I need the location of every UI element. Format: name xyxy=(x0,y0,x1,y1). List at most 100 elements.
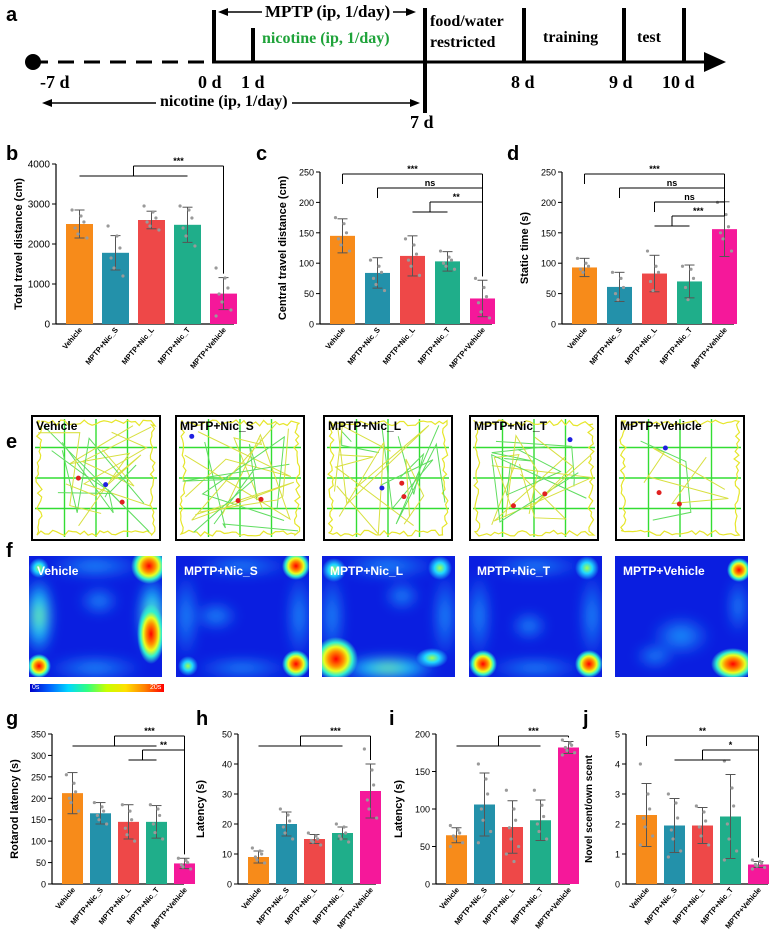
data-point xyxy=(347,249,352,253)
data-point xyxy=(112,266,116,270)
data-point xyxy=(92,800,96,805)
data-point xyxy=(573,751,577,755)
data-point xyxy=(722,858,726,862)
y-tick-label: 30 xyxy=(222,790,232,800)
data-point xyxy=(568,741,572,745)
data-point xyxy=(181,226,185,230)
bar xyxy=(90,813,111,884)
data-point xyxy=(448,844,452,849)
data-point xyxy=(283,831,287,835)
data-point xyxy=(189,867,193,871)
data-point xyxy=(679,849,683,853)
track-path xyxy=(82,431,151,507)
x-tick-label: MPTP+Vehicle xyxy=(188,326,228,371)
track-path-edge xyxy=(472,419,596,537)
heatmap-label-mptp-nic-l: MPTP+Nic_L xyxy=(330,564,404,578)
y-tick-label: 0 xyxy=(227,880,232,890)
data-point xyxy=(721,237,725,241)
data-point xyxy=(250,846,254,850)
track-path xyxy=(505,434,539,518)
y-tick-label: 100 xyxy=(415,805,430,815)
data-point xyxy=(730,786,734,790)
data-point xyxy=(651,834,655,838)
heatmap-mptp-nic-s-image xyxy=(176,556,309,677)
track-box-mptp-vehicle: MPTP+Vehicle xyxy=(615,415,745,541)
data-point xyxy=(142,204,146,208)
data-point xyxy=(638,762,642,766)
data-point xyxy=(368,258,373,262)
track-path xyxy=(648,456,729,505)
x-tick-label: MPTP+Nic_S xyxy=(84,326,121,367)
heatmap-mptp-vehicle: MPTP+Vehicle xyxy=(615,556,748,677)
track-label-mptp-nic-t: MPTP+Nic_T xyxy=(474,419,548,433)
data-point xyxy=(676,816,680,820)
data-point xyxy=(724,212,728,217)
data-point xyxy=(725,822,729,826)
data-point xyxy=(578,267,583,271)
data-point xyxy=(123,826,127,830)
data-point xyxy=(184,234,188,238)
track-path xyxy=(61,437,145,513)
bar xyxy=(66,224,93,324)
nicotine-pre-arrow-left-head xyxy=(42,99,52,107)
day-label-8: 8 d xyxy=(511,72,535,92)
track-path xyxy=(182,463,290,533)
y-axis-label: Latency (s) xyxy=(196,780,207,838)
x-tick-label: Vehicle xyxy=(438,886,462,912)
x-tick-label: MPTP+Nic_T xyxy=(658,325,694,366)
bar xyxy=(636,815,657,884)
track-marker-red xyxy=(75,475,81,481)
data-point xyxy=(319,843,323,847)
day-label-10: 10 d xyxy=(662,72,695,92)
y-tick-label: 5 xyxy=(615,730,620,740)
panel-letter-c: c xyxy=(256,143,268,165)
panel-letter-f: f xyxy=(6,540,13,562)
data-point xyxy=(158,813,162,818)
bar xyxy=(558,747,579,884)
track-marker-red xyxy=(401,494,407,500)
track-path xyxy=(491,456,594,522)
y-axis-label: Novel scent/own scent xyxy=(584,754,595,862)
y-tick-label: 200 xyxy=(31,794,46,804)
data-point xyxy=(479,807,483,811)
data-point xyxy=(100,805,104,809)
track-label-vehicle: Vehicle xyxy=(36,419,78,433)
data-point xyxy=(702,810,706,814)
sig-label: ns xyxy=(425,178,436,188)
data-point xyxy=(512,859,516,864)
track-path xyxy=(65,454,142,497)
x-tick-label: MPTP+Vehicle xyxy=(447,326,487,371)
track-path xyxy=(341,429,380,454)
data-point xyxy=(565,748,569,753)
track-path xyxy=(530,436,591,509)
x-tick-label: Vehicle xyxy=(54,886,78,912)
data-point xyxy=(750,858,754,862)
track-marker-red xyxy=(676,501,682,507)
data-point xyxy=(694,804,698,808)
data-point xyxy=(648,807,652,811)
y-tick-label: 1 xyxy=(615,850,620,860)
data-point xyxy=(512,807,516,811)
sig-label: ** xyxy=(699,726,707,736)
data-point xyxy=(461,841,465,845)
data-point xyxy=(669,828,673,832)
bar xyxy=(146,821,167,884)
heatmap-mptp-nic-t-image xyxy=(469,556,602,677)
x-tick-label: MPTP+Nic_T xyxy=(416,325,452,366)
data-point xyxy=(680,264,685,268)
data-point xyxy=(371,276,376,280)
data-point xyxy=(121,274,125,278)
track-path xyxy=(506,449,562,496)
nicotine-green-label: nicotine (ip, 1/day) xyxy=(262,30,390,47)
data-point xyxy=(560,738,564,742)
training-label: training xyxy=(543,29,599,46)
bar xyxy=(664,825,685,884)
track-path xyxy=(403,458,425,525)
timeline-start-dot xyxy=(25,54,41,70)
data-point xyxy=(69,800,73,805)
data-point xyxy=(616,298,620,302)
data-point xyxy=(148,803,152,807)
data-point xyxy=(666,855,670,859)
y-tick-label: 100 xyxy=(299,259,314,269)
